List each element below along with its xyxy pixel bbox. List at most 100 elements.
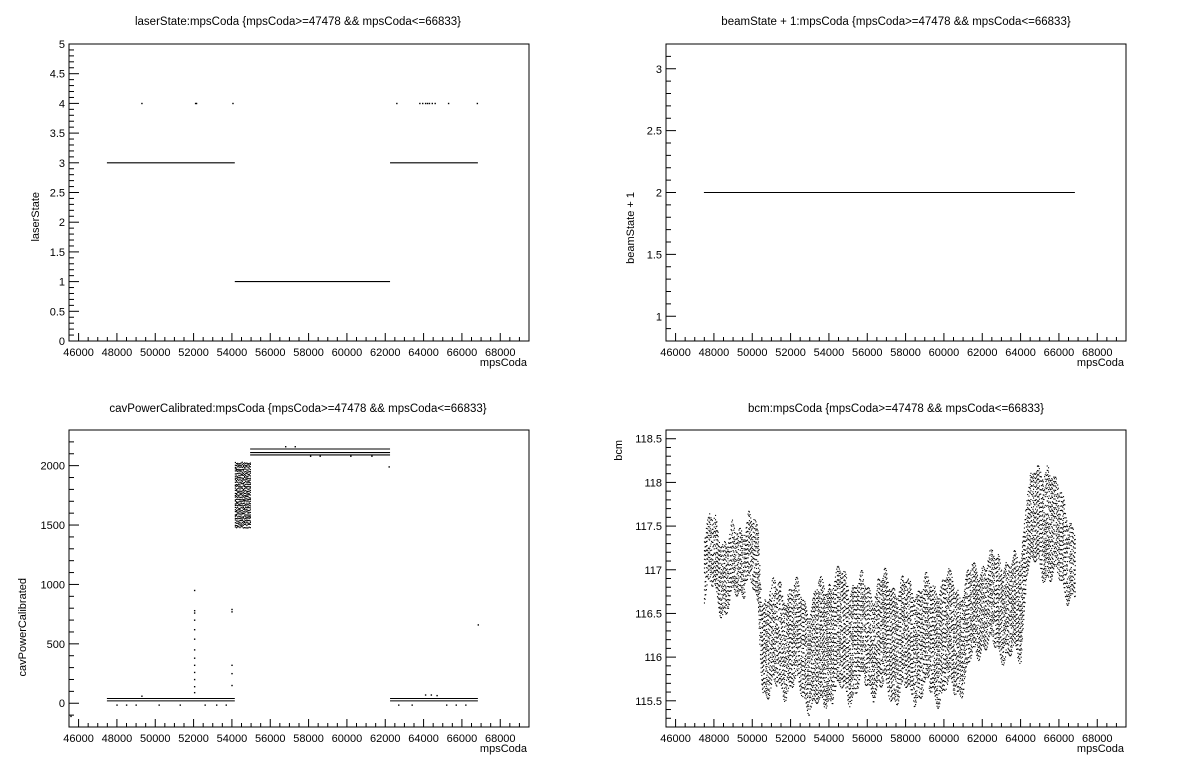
data-point — [860, 628, 862, 630]
data-point — [248, 466, 250, 468]
data-point — [810, 645, 812, 647]
data-point — [829, 614, 831, 616]
data-point — [725, 548, 727, 550]
data-point — [813, 593, 815, 595]
data-point — [794, 590, 796, 592]
data-point — [807, 634, 809, 636]
data-point — [853, 644, 855, 646]
y-tick-label: 4 — [59, 98, 65, 110]
data-point — [807, 621, 809, 623]
data-point — [755, 591, 757, 593]
data-point — [802, 661, 804, 663]
data-point — [851, 599, 853, 601]
data-point — [817, 667, 819, 669]
data-point — [848, 670, 850, 672]
x-tick-label: 52000 — [178, 347, 209, 359]
data-point — [833, 641, 835, 644]
data-point — [856, 617, 858, 619]
data-point — [713, 574, 715, 576]
data-point — [797, 620, 799, 622]
data-point — [780, 656, 782, 658]
data-point — [863, 595, 865, 597]
data-point — [770, 643, 772, 645]
data-point — [743, 597, 745, 599]
data-point — [781, 618, 783, 620]
data-point — [739, 532, 741, 534]
data-point — [243, 481, 246, 484]
data-point — [835, 659, 837, 661]
data-point — [811, 676, 813, 678]
data-point — [854, 657, 856, 659]
data-point — [839, 570, 841, 572]
data-point — [778, 682, 780, 684]
data-point — [857, 598, 859, 600]
data-point — [771, 640, 773, 642]
data-point — [733, 540, 735, 542]
data-point — [248, 463, 250, 465]
data-point — [789, 588, 791, 591]
data-point — [827, 602, 829, 604]
data-point — [859, 666, 861, 668]
data-point — [708, 560, 710, 562]
data-point — [240, 519, 242, 522]
data-point — [793, 628, 795, 630]
data-point — [740, 567, 742, 570]
data-point — [715, 521, 717, 523]
data-point — [859, 639, 861, 641]
data-point — [793, 663, 795, 665]
data-point — [741, 539, 743, 541]
data-point — [711, 581, 713, 583]
data-point — [812, 667, 814, 669]
data-point — [721, 611, 723, 613]
data-point — [740, 563, 742, 565]
data-point — [760, 614, 762, 617]
data-point — [780, 641, 782, 643]
data-point — [819, 659, 822, 662]
data-point — [716, 574, 719, 576]
data-point — [740, 554, 742, 556]
data-point — [772, 617, 774, 619]
data-point — [851, 664, 853, 667]
data-point — [842, 634, 844, 636]
data-point — [826, 666, 828, 668]
data-point — [821, 690, 823, 692]
data-point — [728, 590, 730, 593]
data-point — [807, 651, 809, 653]
data-point — [720, 616, 722, 619]
x-tick-label: 50000 — [737, 733, 768, 745]
data-point — [738, 590, 740, 592]
data-point — [707, 517, 709, 519]
data-point — [781, 626, 783, 628]
data-point — [240, 469, 242, 471]
data-point — [830, 666, 833, 669]
data-point — [235, 493, 238, 495]
data-point — [837, 592, 839, 594]
data-point — [234, 468, 236, 470]
data-point — [234, 492, 236, 495]
data-point — [742, 556, 744, 558]
data-point — [855, 644, 857, 646]
data-point — [802, 626, 805, 628]
data-point — [814, 606, 816, 608]
data-point — [717, 557, 719, 560]
data-point — [801, 607, 803, 609]
data-point — [844, 632, 846, 634]
data-point — [751, 528, 753, 530]
data-point — [844, 623, 846, 626]
data-point — [705, 594, 707, 596]
data-point — [860, 645, 862, 648]
data-point — [812, 617, 814, 619]
data-point — [861, 613, 863, 616]
data-point — [249, 475, 251, 477]
data-point — [744, 547, 746, 550]
data-point — [771, 580, 773, 582]
data-point — [789, 641, 792, 643]
data-point — [782, 639, 784, 641]
data-point — [249, 520, 251, 522]
data-point — [767, 672, 769, 674]
data-point — [731, 532, 734, 534]
data-point — [785, 647, 787, 649]
data-point — [790, 654, 792, 657]
data-point — [239, 475, 241, 477]
data-point — [737, 583, 739, 586]
